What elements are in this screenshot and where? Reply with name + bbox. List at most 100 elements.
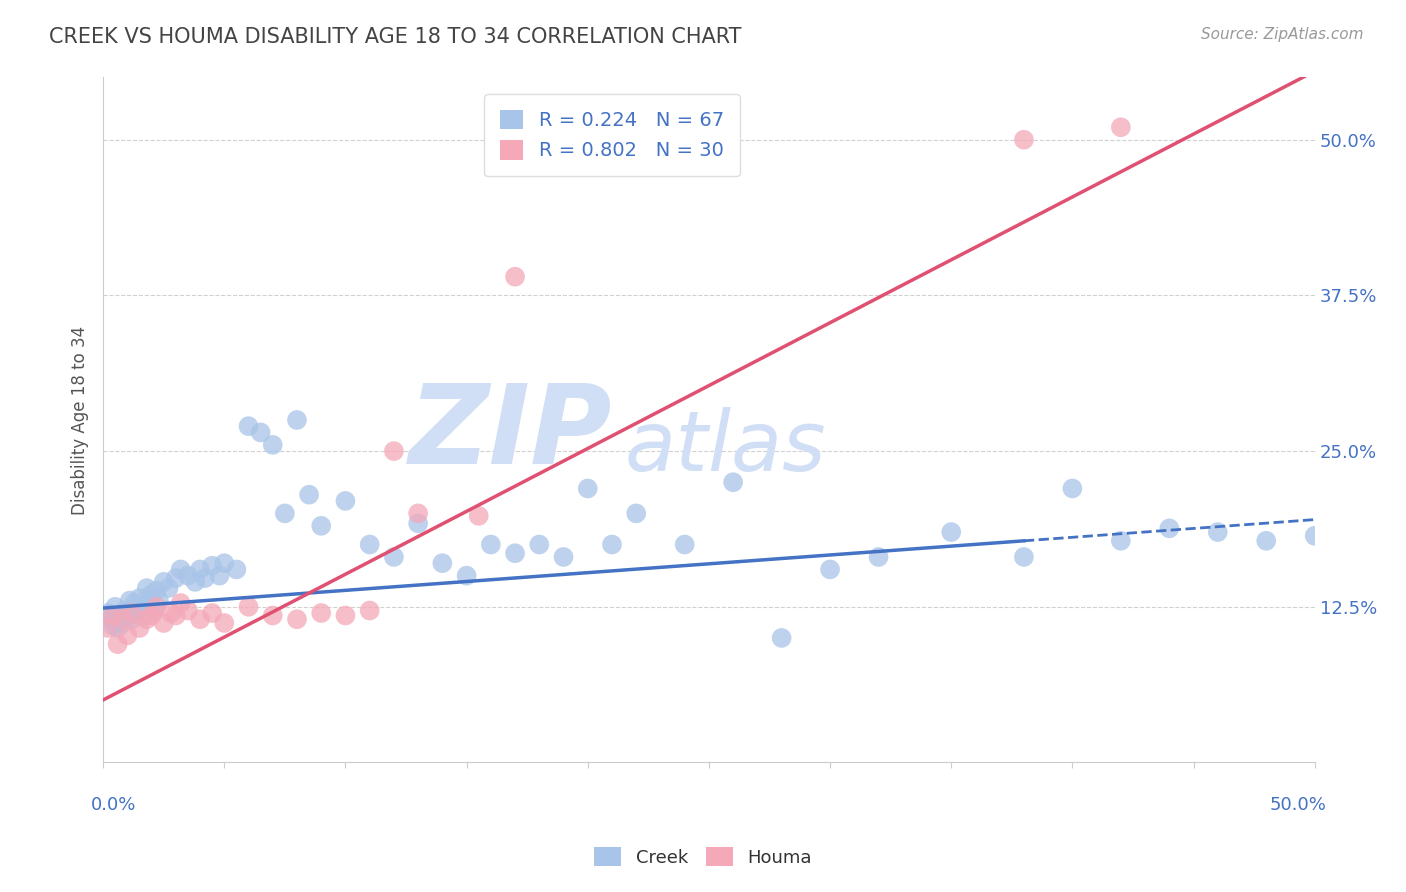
Point — [188, 562, 211, 576]
Point — [101, 608, 124, 623]
Point — [262, 438, 284, 452]
Point — [107, 637, 129, 651]
Point — [576, 482, 599, 496]
Point — [274, 507, 297, 521]
Point — [165, 571, 187, 585]
Text: Source: ZipAtlas.com: Source: ZipAtlas.com — [1201, 27, 1364, 42]
Point — [169, 596, 191, 610]
Point — [359, 603, 381, 617]
Point — [143, 603, 166, 617]
Point — [128, 591, 150, 605]
Point — [169, 562, 191, 576]
Point — [117, 608, 139, 623]
Point — [121, 612, 143, 626]
Point — [1256, 533, 1278, 548]
Point — [309, 518, 332, 533]
Text: CREEK VS HOUMA DISABILITY AGE 18 TO 34 CORRELATION CHART: CREEK VS HOUMA DISABILITY AGE 18 TO 34 C… — [49, 27, 742, 46]
Point — [114, 603, 136, 617]
Point — [1303, 529, 1326, 543]
Point — [335, 494, 357, 508]
Point — [225, 562, 247, 576]
Point — [868, 549, 890, 564]
Point — [406, 516, 429, 531]
Point — [1012, 549, 1035, 564]
Point — [309, 606, 332, 620]
Point — [108, 608, 131, 623]
Point — [382, 549, 405, 564]
Point — [1062, 482, 1084, 496]
Point — [382, 444, 405, 458]
Point — [97, 621, 120, 635]
Point — [201, 606, 224, 620]
Text: ZIP: ZIP — [409, 380, 612, 487]
Point — [157, 581, 180, 595]
Point — [1109, 533, 1132, 548]
Point — [673, 537, 696, 551]
Point — [432, 556, 454, 570]
Point — [285, 413, 308, 427]
Point — [184, 574, 207, 589]
Point — [135, 612, 157, 626]
Point — [479, 537, 502, 551]
Point — [456, 568, 478, 582]
Point — [138, 596, 160, 610]
Point — [1206, 524, 1229, 539]
Point — [117, 628, 139, 642]
Point — [600, 537, 623, 551]
Point — [467, 508, 489, 523]
Point — [135, 581, 157, 595]
Point — [177, 603, 200, 617]
Point — [165, 608, 187, 623]
Point — [97, 606, 120, 620]
Point — [1012, 133, 1035, 147]
Point — [238, 599, 260, 614]
Point — [238, 419, 260, 434]
Point — [145, 583, 167, 598]
Point — [121, 606, 143, 620]
Point — [111, 612, 134, 626]
Point — [262, 608, 284, 623]
Point — [134, 608, 156, 623]
Point — [214, 556, 236, 570]
Point — [100, 612, 122, 626]
Y-axis label: Disability Age 18 to 34: Disability Age 18 to 34 — [72, 326, 89, 515]
Point — [201, 558, 224, 573]
Text: 0.0%: 0.0% — [91, 797, 136, 814]
Text: 50.0%: 50.0% — [1270, 797, 1327, 814]
Point — [626, 507, 648, 521]
Point — [553, 549, 575, 564]
Point — [214, 615, 236, 630]
Point — [177, 568, 200, 582]
Point — [124, 596, 146, 610]
Point — [128, 621, 150, 635]
Point — [359, 537, 381, 551]
Point — [818, 562, 841, 576]
Point — [145, 599, 167, 614]
Point — [770, 631, 793, 645]
Point — [141, 608, 163, 623]
Point — [503, 269, 526, 284]
Point — [1109, 120, 1132, 135]
Point — [111, 615, 134, 630]
Point — [131, 599, 153, 614]
Legend: R = 0.224   N = 67, R = 0.802   N = 30: R = 0.224 N = 67, R = 0.802 N = 30 — [485, 94, 740, 176]
Point — [160, 606, 183, 620]
Point — [148, 593, 170, 607]
Point — [125, 606, 148, 620]
Point — [118, 593, 141, 607]
Point — [1159, 521, 1181, 535]
Point — [152, 615, 174, 630]
Point — [335, 608, 357, 623]
Point — [529, 537, 551, 551]
Legend: Creek, Houma: Creek, Houma — [586, 840, 820, 874]
Point — [141, 587, 163, 601]
Point — [208, 568, 231, 582]
Point — [101, 618, 124, 632]
Point — [406, 507, 429, 521]
Point — [298, 488, 321, 502]
Point — [503, 546, 526, 560]
Point — [194, 571, 217, 585]
Point — [107, 621, 129, 635]
Point — [721, 475, 744, 490]
Point — [285, 612, 308, 626]
